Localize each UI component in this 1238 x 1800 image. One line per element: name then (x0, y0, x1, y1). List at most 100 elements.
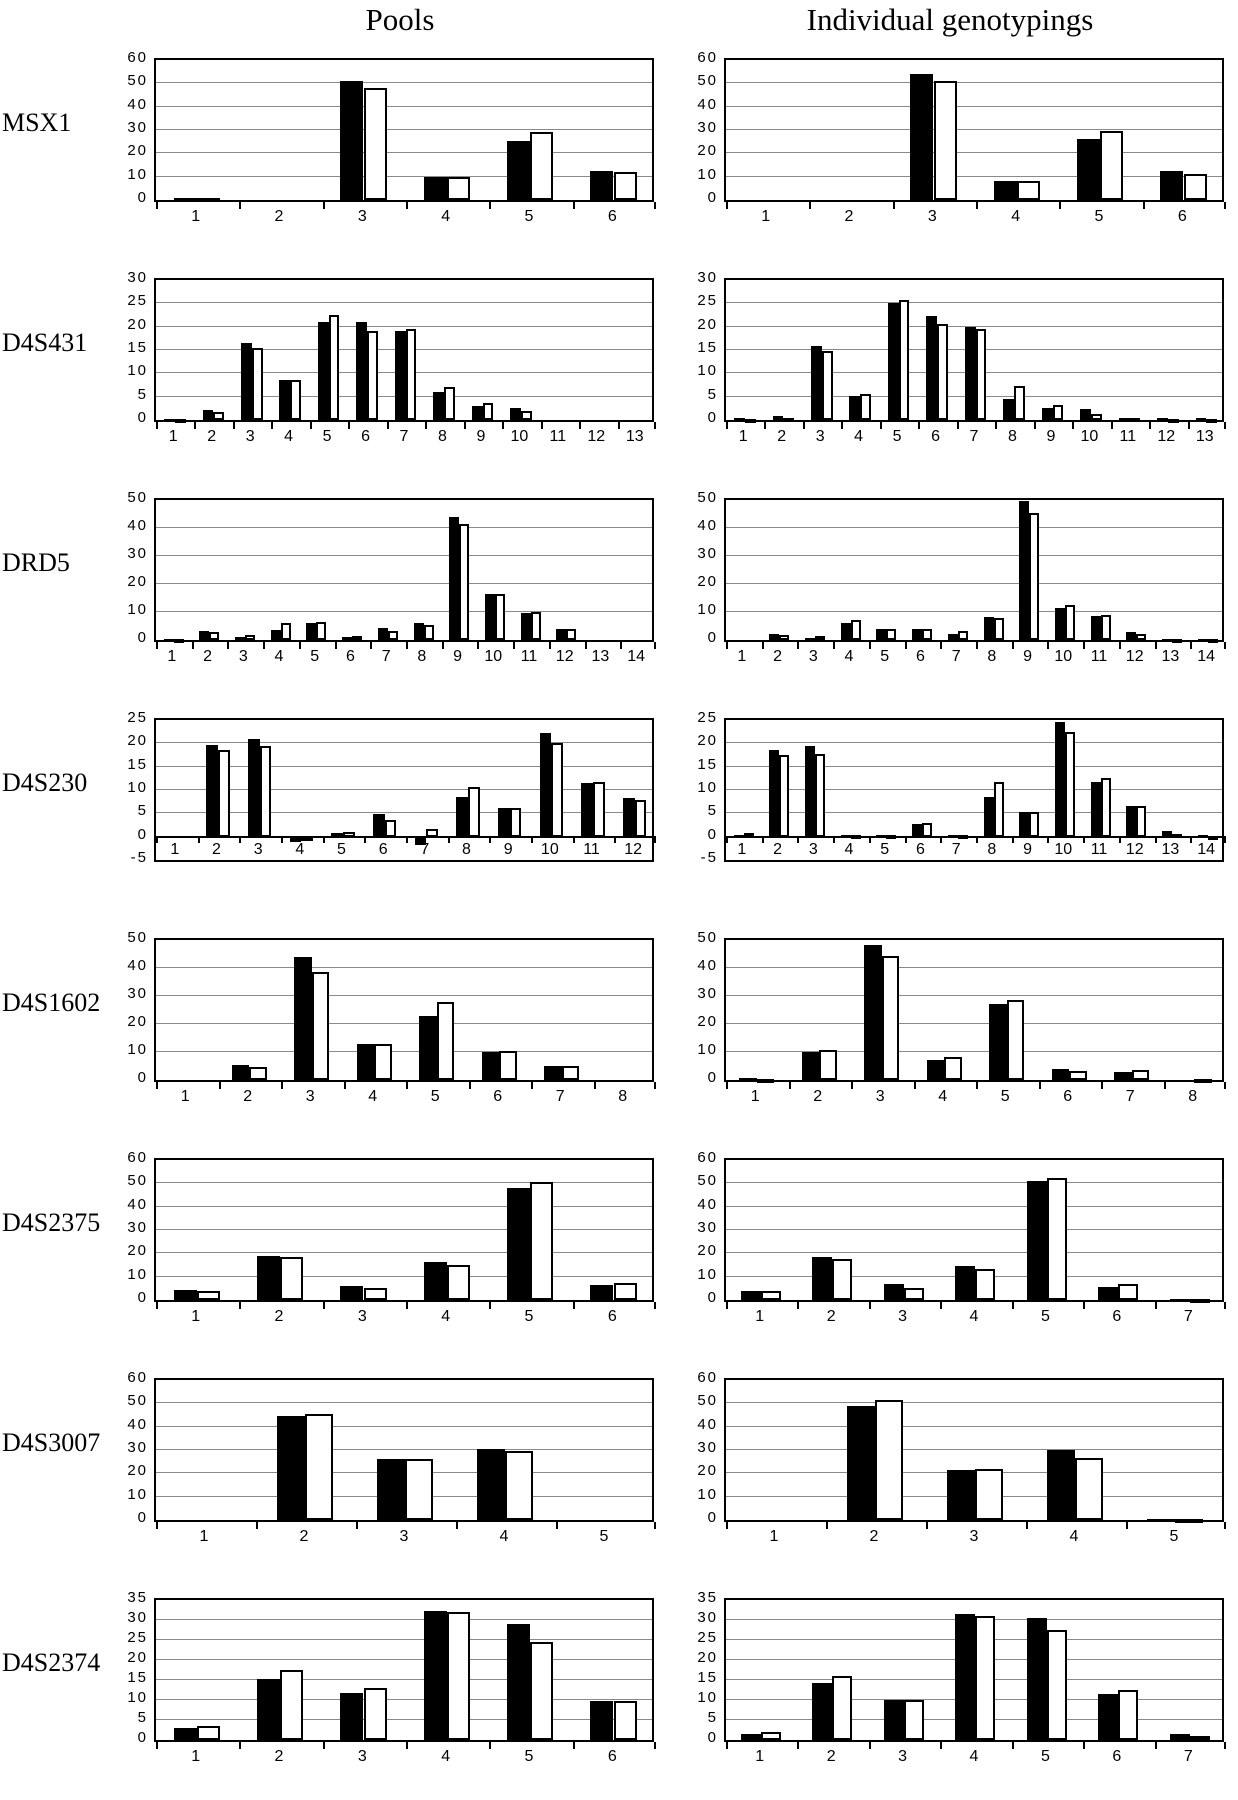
bar-black (331, 832, 344, 837)
bar-white (363, 1687, 387, 1740)
x-axis-labels: 1 2 3 4 5 (154, 1528, 654, 1548)
x-axis-tick (913, 1082, 916, 1089)
bar-white (1207, 639, 1218, 643)
bar-black (955, 1614, 976, 1740)
zero-axis-line (726, 835, 1222, 838)
y-axis-tick-label: 10 (697, 1265, 718, 1283)
marker-label: D4S1602 (2, 988, 101, 1017)
x-axis-category-label: 2 (203, 648, 213, 665)
bar-black (1157, 418, 1168, 420)
figure-row-D4S230: D4S230 25 20 15 10 5 0 -5 1 2 3 4 5 6 7 8 9 10 11 12 25 20 15 1… (0, 696, 1238, 916)
x-axis-category-label: 9 (453, 648, 463, 665)
y-axis-tick-label: 20 (127, 142, 148, 160)
x-axis-tick (654, 835, 656, 843)
x-axis-tick (156, 642, 158, 649)
x-axis-category-label: 4 (295, 840, 305, 858)
bar-black (481, 1052, 500, 1080)
x-axis-category-label: 1 (737, 648, 747, 665)
plot-wrap: 1 2 3 4 5 6 7 8 9 10 11 12 13 (724, 278, 1226, 445)
x-axis-category-label: 5 (524, 1748, 534, 1765)
bar-black (373, 814, 385, 837)
x-axis-category-label: 8 (1188, 1088, 1198, 1105)
x-axis-category-label: 8 (987, 840, 997, 858)
bar-white (174, 419, 186, 423)
x-axis-category-label: 4 (938, 1088, 948, 1105)
x-axis-tick (926, 1522, 928, 1529)
x-axis-tick (502, 422, 505, 429)
x-axis-tick (572, 1742, 575, 1749)
bar-black (414, 836, 427, 845)
bar-white (363, 88, 387, 200)
x-axis-labels: 1 2 3 4 5 6 7 8 9 10 11 12 13 14 (724, 648, 1224, 668)
bar-black (1162, 830, 1173, 837)
bar-white (530, 132, 554, 200)
bar-black (164, 418, 175, 420)
x-axis-labels: 1 2 3 4 5 (724, 1528, 1224, 1548)
bar-white (881, 955, 900, 1080)
x-axis-category-label: 6 (607, 208, 617, 225)
x-axis-category-label: 7 (555, 1088, 565, 1105)
gridline (726, 967, 1222, 968)
y-axis-tick-label: 10 (697, 1689, 718, 1706)
bar-white (903, 1288, 924, 1300)
bar-black (1041, 407, 1053, 420)
bar-white (1100, 131, 1124, 200)
bar-black (248, 738, 260, 837)
bar-black (456, 797, 469, 837)
gridline (156, 1205, 652, 1207)
x-axis-category-label: 6 (607, 1308, 617, 1325)
gridline (156, 1425, 652, 1427)
chart-D4S1602-individual: 50 40 30 20 10 0 1 2 3 4 5 6 7 8 (672, 916, 1226, 1105)
gridline (726, 1205, 1222, 1207)
x-axis-category-label: 5 (322, 428, 332, 445)
x-axis-tick (1072, 422, 1075, 429)
x-axis-category-label: 7 (951, 648, 961, 665)
x-axis-tick (1154, 1742, 1157, 1749)
y-axis-tick-label: 30 (697, 269, 718, 286)
plot-area (724, 1378, 1226, 1529)
x-axis-category-label: 1 (755, 1308, 765, 1325)
x-axis-tick (764, 422, 767, 429)
y-axis-tick-label: 60 (127, 1369, 148, 1386)
x-axis-tick (1011, 1302, 1014, 1309)
y-axis-tick-label: 20 (697, 315, 718, 333)
x-axis-category-label: 2 (274, 1748, 284, 1765)
bar-black (256, 1255, 281, 1300)
x-axis-category-label: 2 (773, 648, 783, 665)
bar-white (832, 1259, 853, 1300)
y-axis: 25 20 15 10 5 0 -5 (672, 710, 724, 866)
bar-black (241, 343, 252, 420)
x-axis-category-label: 4 (1069, 1528, 1079, 1545)
y-axis-tick-label: 0 (137, 1069, 148, 1086)
x-axis-tick (227, 642, 230, 649)
bar-black (1026, 1617, 1047, 1740)
x-axis-tick (940, 642, 943, 649)
bar-white (779, 754, 790, 837)
x-axis-category-label: 3 (357, 1748, 367, 1765)
y-axis: 35 30 25 20 15 10 5 0 (672, 1590, 724, 1746)
x-axis-tick (156, 835, 158, 843)
x-axis-category-label: 4 (499, 1528, 509, 1545)
x-axis-category-label: 13 (1195, 428, 1214, 445)
y-axis-tick-label: 30 (697, 1219, 718, 1236)
bar-white (613, 172, 637, 200)
x-axis-tick (540, 422, 543, 429)
bar-black (342, 636, 353, 640)
bar-black (356, 322, 368, 420)
gridline (156, 1402, 652, 1404)
y-axis-tick-label: 30 (697, 985, 718, 1002)
x-axis-labels: 1 2 3 4 5 6 7 8 9 10 11 12 (154, 841, 654, 861)
x-axis-tick (406, 1302, 408, 1309)
y-axis-tick-label: 30 (697, 1609, 718, 1626)
plot-wrap: 1 2 3 4 5 (724, 1378, 1226, 1545)
bar-black (419, 1015, 437, 1080)
chart-D4S2374-pools: 35 30 25 20 15 10 5 0 1 2 3 4 5 6 (102, 1576, 656, 1765)
x-axis-tick (463, 422, 466, 429)
bar-white (975, 1469, 1003, 1520)
y-axis-tick-label: 40 (127, 957, 148, 974)
x-axis-category-label: 7 (1183, 1308, 1193, 1325)
x-axis-category-label: 1 (191, 1748, 201, 1765)
x-axis-category-label: 1 (199, 1528, 209, 1545)
bar-white (1064, 732, 1075, 837)
bar-black (812, 1256, 833, 1300)
